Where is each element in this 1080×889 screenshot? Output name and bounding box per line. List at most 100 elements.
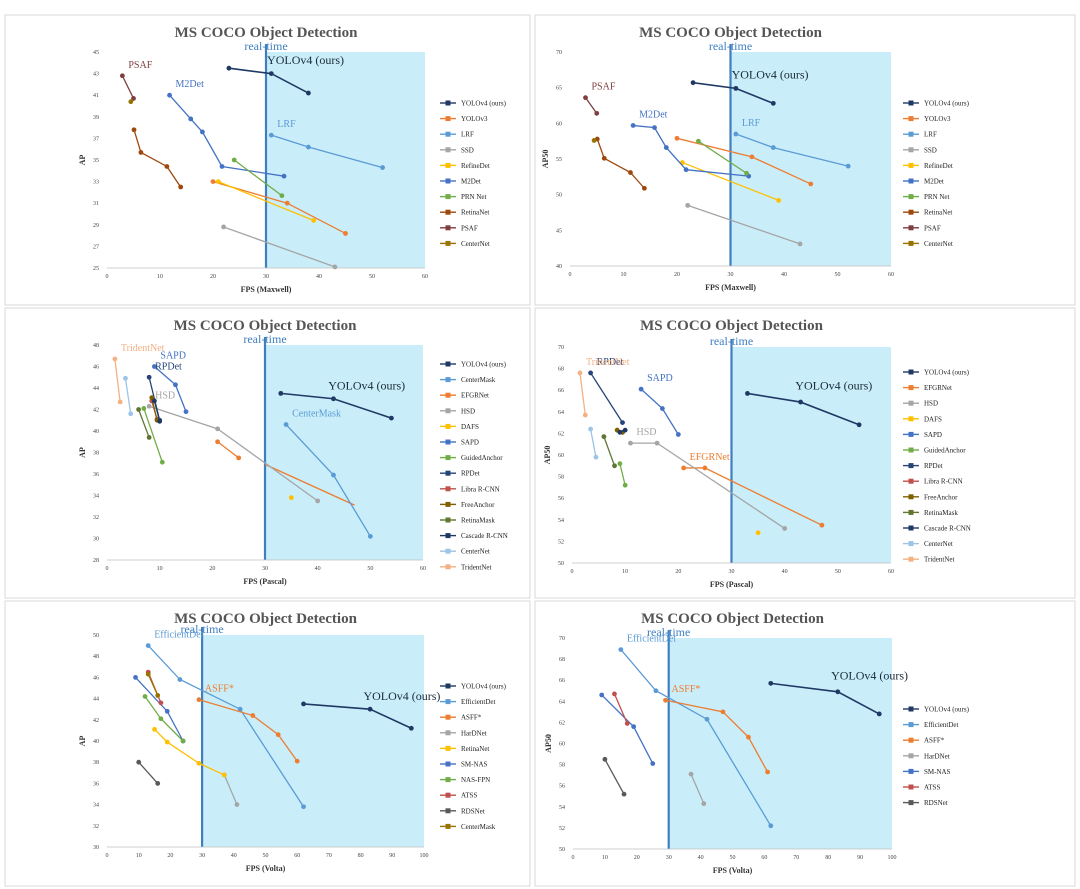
realtime-label: real-time	[710, 334, 753, 348]
legend-marker	[908, 525, 914, 531]
legend-marker	[445, 823, 451, 829]
legend-entry: PRN Net	[461, 193, 487, 201]
data-point	[622, 427, 628, 433]
legend-marker	[908, 463, 914, 469]
legend-marker	[908, 753, 914, 759]
y-tick-label: 44	[93, 386, 99, 392]
legend-entry: GuidedAnchor	[461, 454, 503, 462]
legend-marker	[908, 431, 914, 437]
series-2: EFGRNet	[681, 452, 825, 528]
legend-entry: PSAF	[461, 224, 478, 232]
data-point	[768, 823, 774, 829]
y-tick-label: 52	[558, 539, 564, 545]
y-axis-title: AP50	[544, 734, 553, 753]
legend-entry: CenterNet	[461, 548, 490, 556]
series-label: SAPD	[160, 351, 186, 362]
data-point	[683, 167, 689, 173]
series-11	[617, 427, 628, 435]
series-1: YOLOv4 (ours)	[301, 689, 440, 731]
x-tick-label: 0	[569, 272, 572, 278]
x-tick-label: 50	[730, 855, 736, 861]
data-point	[178, 184, 184, 190]
legend-marker	[908, 385, 914, 391]
data-point	[733, 131, 739, 137]
series-8	[594, 136, 647, 191]
data-point	[331, 472, 336, 478]
data-point	[236, 455, 242, 461]
x-tick-label: 60	[761, 855, 767, 861]
series-label: PSAF	[592, 82, 616, 93]
y-tick-label: 68	[558, 367, 564, 373]
data-point	[653, 688, 659, 694]
series-2: EfficientDet	[618, 634, 774, 829]
legend: YOLOv4 (ours) YOLOv3 LRF SSD RefineDet M2Det P…	[903, 100, 970, 248]
x-tick-label: 60	[422, 274, 428, 280]
x-tick-label: 0	[106, 853, 109, 859]
y-tick-label: 32	[93, 824, 99, 830]
legend-marker	[445, 699, 451, 705]
series-6: M2Det	[167, 79, 287, 179]
y-tick-label: 50	[559, 847, 565, 853]
legend-marker	[445, 116, 451, 122]
series-line	[133, 129, 182, 188]
legend-entry: FreeAnchor	[461, 501, 495, 509]
legend-entry: YOLOv4 (ours)	[461, 361, 507, 369]
legend-marker	[445, 808, 451, 814]
y-tick-label: 41	[93, 93, 99, 99]
y-axis-title: AP	[78, 736, 87, 747]
legend-entry: Cascade R-CNN	[461, 532, 508, 540]
x-tick-label: 60	[294, 853, 300, 859]
y-tick-label: 52	[559, 826, 565, 832]
data-point	[638, 386, 644, 392]
y-tick-label: 56	[559, 784, 565, 790]
legend-entry: ASFF*	[924, 737, 945, 745]
data-point	[612, 463, 617, 469]
data-point	[221, 224, 227, 230]
legend-marker	[908, 240, 914, 246]
legend-entry: LRF	[461, 131, 474, 139]
series-label: M2Det	[176, 79, 205, 90]
series-5	[215, 179, 317, 223]
legend-marker	[908, 116, 914, 122]
x-tick-label: 40	[315, 566, 321, 572]
data-point	[131, 96, 136, 101]
data-point	[652, 125, 657, 131]
panel-border	[4, 14, 531, 306]
y-tick-label: 66	[559, 678, 565, 684]
series-4	[221, 224, 338, 270]
x-tick-label: 10	[602, 855, 608, 861]
series-label: RPDet	[597, 357, 624, 368]
data-point	[746, 734, 751, 740]
series-line	[223, 226, 336, 268]
realtime-region	[202, 635, 424, 847]
legend-marker	[908, 147, 914, 153]
realtime-label: real-time	[647, 625, 690, 639]
legend-entry: LRF	[924, 131, 937, 139]
legend-marker	[908, 509, 914, 515]
series-10	[601, 434, 617, 469]
data-point	[650, 761, 656, 766]
x-tick-label: 30	[728, 272, 734, 278]
x-tick-label: 20	[674, 272, 680, 278]
x-tick-label: 0	[106, 566, 109, 572]
y-tick-label: 38	[93, 760, 99, 766]
series-line	[584, 97, 598, 114]
y-tick-label: 34	[93, 494, 99, 500]
y-tick-label: 54	[559, 805, 565, 811]
realtime-label: real-time	[244, 39, 287, 53]
legend-marker	[445, 792, 451, 798]
data-point	[367, 706, 373, 712]
data-point	[588, 426, 594, 432]
x-tick-label: 10	[136, 853, 142, 859]
x-tick-label: 30	[666, 855, 672, 861]
x-axis-title: FPS (Volta)	[713, 866, 753, 875]
series-line	[579, 372, 586, 416]
panel-border	[4, 600, 531, 887]
y-tick-label: 27	[93, 244, 99, 250]
legend-entry: YOLOv3	[461, 115, 488, 123]
legend-entry: RPDet	[924, 462, 943, 470]
data-point	[749, 154, 755, 160]
legend-entry: RetinaMask	[461, 517, 495, 525]
realtime-region	[668, 638, 892, 849]
data-point	[164, 708, 170, 714]
